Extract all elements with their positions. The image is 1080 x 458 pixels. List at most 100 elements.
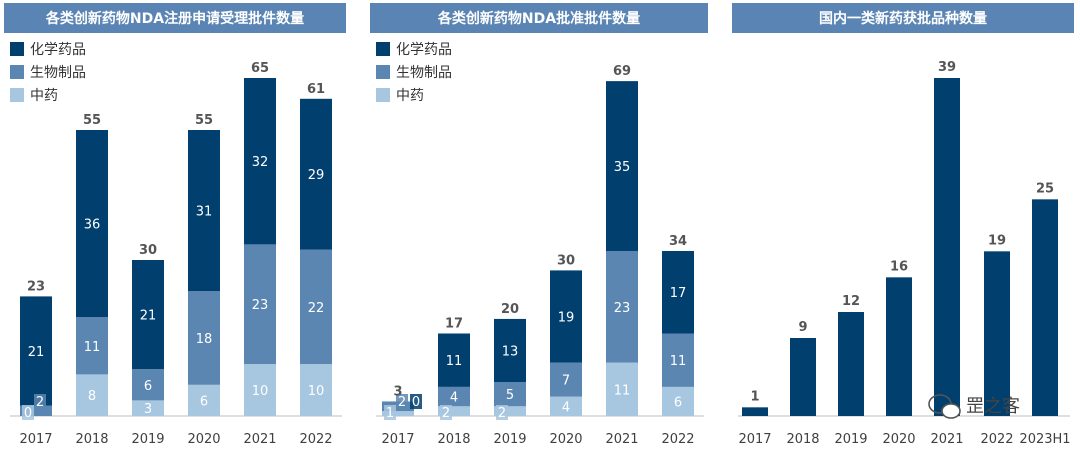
chart-title-bar <box>370 3 708 33</box>
bar-segment <box>20 405 52 416</box>
small-label-tag <box>440 405 452 420</box>
chart-title-bar <box>4 3 346 33</box>
watermark-text: 罡之客 <box>966 396 1020 417</box>
watermark: 罡之客 <box>928 394 1020 419</box>
total-label: 65 <box>251 61 269 76</box>
chart-title: 各类创新药物NDA批准批件数量 <box>437 10 640 27</box>
bar-segment <box>244 244 276 364</box>
small-label-tag <box>34 394 46 409</box>
x-tick-label: 2022 <box>299 432 332 447</box>
data-label: 11 <box>84 340 101 355</box>
legend-swatch-2 <box>10 88 24 102</box>
bar-segment <box>188 130 220 292</box>
bar-segment <box>662 386 694 416</box>
bar <box>838 312 864 416</box>
total-label: 69 <box>613 64 631 79</box>
x-tick-label: 2017 <box>19 432 52 447</box>
bar <box>1032 199 1058 416</box>
data-label: 13 <box>502 344 519 359</box>
legend-label: 中药 <box>30 88 58 104</box>
x-tick-label: 2021 <box>930 432 963 447</box>
data-label: 21 <box>28 345 45 360</box>
x-tick-label: 2018 <box>786 432 819 447</box>
bar-segment <box>550 396 582 416</box>
total-label: 61 <box>307 82 325 97</box>
bar-segment <box>188 291 220 385</box>
bar-segment <box>76 130 108 318</box>
bar-segment <box>132 369 164 401</box>
total-label: 17 <box>445 316 463 331</box>
chart-title: 国内一类新药获批品种数量 <box>819 10 987 27</box>
bar-segment <box>606 250 638 363</box>
legend-label: 中药 <box>396 88 424 104</box>
bar <box>790 338 816 416</box>
chart-title: 各类创新药物NDA注册申请受理批件数量 <box>45 10 304 27</box>
data-label: 31 <box>196 205 213 220</box>
data-label: 21 <box>140 309 157 324</box>
data-label: 19 <box>988 233 1006 248</box>
data-label: 12 <box>842 294 860 309</box>
data-label: 2 <box>498 406 506 421</box>
bar <box>886 277 912 416</box>
legend-label: 化学药品 <box>396 42 452 58</box>
bar-segment <box>76 374 108 416</box>
bar-segment <box>550 270 582 363</box>
x-tick-label: 2020 <box>549 432 582 447</box>
data-label: 6 <box>144 379 152 394</box>
data-label: 1 <box>750 389 759 404</box>
data-label: 23 <box>252 298 269 313</box>
data-label: 3 <box>144 402 152 417</box>
small-label-tag <box>410 394 422 409</box>
x-tick-label: 2018 <box>437 432 470 447</box>
data-label: 18 <box>196 332 213 347</box>
x-tick-label: 2019 <box>834 432 867 447</box>
data-label: 11 <box>446 354 463 369</box>
bar-segment <box>132 400 164 416</box>
data-label: 2 <box>442 406 450 421</box>
data-label: 17 <box>670 286 687 301</box>
bar-segment <box>494 382 526 407</box>
bar-segment <box>300 98 332 250</box>
total-label: 23 <box>27 279 45 294</box>
data-label: 11 <box>670 354 687 369</box>
bar <box>742 407 768 416</box>
x-tick-label: 2018 <box>75 432 108 447</box>
bar-segment <box>244 364 276 416</box>
bar-segment <box>662 333 694 387</box>
total-label: 55 <box>195 113 213 128</box>
x-tick-label: 2022 <box>661 432 694 447</box>
data-label: 4 <box>450 391 458 406</box>
data-label: 0 <box>24 406 32 421</box>
bar-segment <box>438 406 470 416</box>
x-tick-label: 2017 <box>738 432 771 447</box>
data-label: 39 <box>938 60 956 75</box>
legend-swatch-1 <box>376 65 390 79</box>
data-label: 22 <box>308 301 325 316</box>
bar-segment <box>438 386 470 407</box>
x-tick-label: 2022 <box>980 432 1013 447</box>
x-tick-label: 2019 <box>131 432 164 447</box>
data-label: 7 <box>562 374 570 389</box>
data-label: 0 <box>412 395 420 410</box>
data-label: 35 <box>614 160 631 175</box>
x-tick-label: 2020 <box>882 432 915 447</box>
total-label: 30 <box>557 253 575 268</box>
legend-label: 生物制品 <box>396 65 452 81</box>
legend-label: 生物制品 <box>30 65 86 81</box>
data-label: 23 <box>614 301 631 316</box>
bar-segment <box>382 411 414 416</box>
small-label-tag <box>22 405 34 420</box>
data-label: 19 <box>558 311 575 326</box>
chart-title-bar <box>732 3 1074 33</box>
small-label-tag <box>396 394 408 409</box>
total-label: 3 <box>393 384 402 399</box>
bar <box>934 78 960 416</box>
bar-segment <box>662 250 694 334</box>
bar-segment <box>494 406 526 416</box>
total-label: 20 <box>501 302 519 317</box>
bar-segment <box>244 78 276 245</box>
data-label: 6 <box>200 394 208 409</box>
bar-segment <box>20 296 52 406</box>
